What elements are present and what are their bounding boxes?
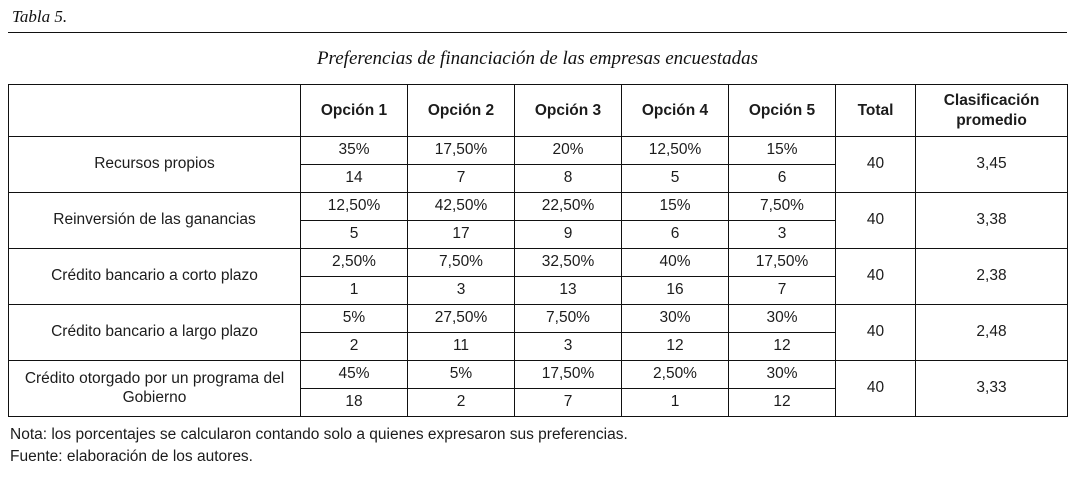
header-clasificacion-promedio: Clasificación promedio [915, 84, 1068, 137]
table-row: 18 2 7 1 12 [9, 388, 1068, 417]
pct-cell: 12,50% [621, 136, 729, 165]
count-cell: 3 [514, 332, 622, 361]
count-cell: 5 [621, 164, 729, 193]
pct-cell: 7,50% [514, 304, 622, 333]
avg-cell: 3,33 [915, 360, 1068, 417]
pct-cell: 5% [407, 360, 515, 389]
corner-header [8, 84, 301, 137]
count-cell: 14 [300, 164, 408, 193]
table-title: Preferencias de financiación de las empr… [316, 48, 759, 69]
row-label-credito-corto-plazo: Crédito bancario a corto plazo [8, 248, 301, 305]
table-row: Recursos propios 35% 17,50% 20% 12,50% 1… [8, 136, 1068, 193]
pct-cell: 22,50% [514, 192, 622, 221]
pct-cell: 27,50% [407, 304, 515, 333]
total-cell: 40 [835, 192, 916, 249]
row-label-credito-programa-gobierno: Crédito otorgado por un programa del Gob… [8, 360, 301, 417]
source-text: Fuente: elaboración de los autores. [10, 448, 253, 466]
pct-cell: 17,50% [514, 360, 622, 389]
pct-cell: 2,50% [621, 360, 729, 389]
pct-cell: 17,50% [407, 136, 515, 165]
count-cell: 7 [407, 164, 515, 193]
pct-cell: 30% [728, 304, 836, 333]
count-cell: 3 [407, 276, 515, 305]
pct-cell: 7,50% [728, 192, 836, 221]
count-cell: 16 [621, 276, 729, 305]
pct-cell: 20% [514, 136, 622, 165]
count-cell: 2 [300, 332, 408, 361]
pct-cell: 15% [621, 192, 729, 221]
table-row: 2 11 3 12 12 [9, 332, 1068, 361]
count-cell: 6 [621, 220, 729, 249]
table-notes: Nota: los porcentajes se calcularon cont… [10, 424, 1067, 469]
count-cell: 1 [300, 276, 408, 305]
count-cell: 1 [621, 388, 729, 417]
avg-cell: 2,48 [915, 304, 1068, 361]
row-label-credito-largo-plazo: Crédito bancario a largo plazo [8, 304, 301, 361]
count-cell: 12 [621, 332, 729, 361]
row-label-reinversion-ganancias: Reinversión de las ganancias [8, 192, 301, 249]
avg-cell: 3,45 [915, 136, 1068, 193]
count-cell: 2 [407, 388, 515, 417]
count-cell: 12 [728, 332, 836, 361]
header-opcion-2: Opción 2 [407, 84, 515, 137]
avg-cell: 2,38 [915, 248, 1068, 305]
table-row: Crédito otorgado por un programa del Gob… [8, 360, 1068, 417]
count-cell: 6 [728, 164, 836, 193]
pct-cell: 15% [728, 136, 836, 165]
pct-cell: 30% [621, 304, 729, 333]
pct-cell: 45% [300, 360, 408, 389]
table-row: 1 3 13 16 7 [9, 276, 1068, 305]
total-cell: 40 [835, 248, 916, 305]
pct-cell: 42,50% [407, 192, 515, 221]
header-row: Opción 1 Opción 2 Opción 3 Opción 4 Opci… [8, 84, 1068, 137]
note-text: Nota: los porcentajes se calcularon cont… [10, 426, 628, 443]
total-cell: 40 [835, 304, 916, 361]
pct-cell: 7,50% [407, 248, 515, 277]
financing-preferences-table: Opción 1 Opción 2 Opción 3 Opción 4 Opci… [8, 84, 1068, 417]
table-row: Crédito bancario a corto plazo 2,50% 7,5… [8, 248, 1068, 305]
total-cell: 40 [835, 360, 916, 417]
pct-cell: 35% [300, 136, 408, 165]
count-cell: 11 [407, 332, 515, 361]
count-cell: 18 [300, 388, 408, 417]
count-cell: 17 [407, 220, 515, 249]
header-opcion-3: Opción 3 [514, 84, 622, 137]
pct-cell: 5% [300, 304, 408, 333]
header-total: Total [835, 84, 916, 137]
table-label-rule: Tabla 5. [8, 5, 1067, 33]
count-cell: 12 [728, 388, 836, 417]
pct-cell: 30% [728, 360, 836, 389]
table-row: 14 7 8 5 6 [9, 164, 1068, 193]
count-cell: 3 [728, 220, 836, 249]
pct-cell: 32,50% [514, 248, 622, 277]
pct-cell: 17,50% [728, 248, 836, 277]
header-opcion-4: Opción 4 [621, 84, 729, 137]
row-label-recursos-propios: Recursos propios [8, 136, 301, 193]
avg-cell: 3,38 [915, 192, 1068, 249]
count-cell: 5 [300, 220, 408, 249]
header-opcion-1: Opción 1 [300, 84, 408, 137]
table-row: Reinversión de las ganancias 12,50% 42,5… [8, 192, 1068, 249]
page: Tabla 5. Preferencias de financiación de… [8, 5, 1068, 469]
header-opcion-5: Opción 5 [728, 84, 836, 137]
table-row: Crédito bancario a largo plazo 5% 27,50%… [8, 304, 1068, 361]
pct-cell: 40% [621, 248, 729, 277]
count-cell: 8 [514, 164, 622, 193]
count-cell: 9 [514, 220, 622, 249]
count-cell: 13 [514, 276, 622, 305]
count-cell: 7 [514, 388, 622, 417]
count-cell: 7 [728, 276, 836, 305]
total-cell: 40 [835, 136, 916, 193]
pct-cell: 12,50% [300, 192, 408, 221]
table-number-label: Tabla 5. [12, 7, 68, 26]
pct-cell: 2,50% [300, 248, 408, 277]
